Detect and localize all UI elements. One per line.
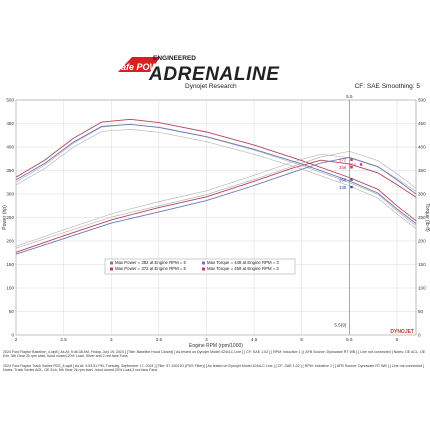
- dyno-title: Dynojet Research: [185, 83, 237, 90]
- legend-swatch: [110, 261, 113, 265]
- y-tick-left: 200: [6, 239, 14, 244]
- y-tick-left: 150: [6, 262, 14, 267]
- y-tick-left: 250: [6, 215, 14, 220]
- series-line-power-0: [15, 159, 417, 253]
- value-annotation: 338: [339, 185, 347, 190]
- adrenaline-text: ADRENALINE: [148, 64, 280, 82]
- x-tick: 4.5: [251, 337, 258, 342]
- y-tick-right: 400: [418, 145, 426, 150]
- value-annotation: 356: [339, 177, 347, 182]
- legend-entry: Max Power = 372 at Engine RPM = 5: [115, 266, 187, 271]
- afe-adrenaline-logo: afe POWER ENGINEERED ADRENALINE: [118, 55, 280, 82]
- y-tick-left: 350: [6, 168, 14, 173]
- legend-entry: Max Torque = 448 at Engine RPM = 3: [207, 260, 279, 265]
- legend-swatch: [110, 267, 113, 271]
- series-line-power-2: [15, 156, 417, 255]
- y-tick-right: 300: [418, 192, 426, 197]
- y-tick-right: 100: [418, 286, 426, 291]
- series-line-torque-1: [15, 118, 417, 222]
- y-tick-right: 0: [418, 333, 421, 338]
- y-tick-right: 200: [418, 239, 426, 244]
- engineered-text: ENGINEERED: [153, 55, 196, 62]
- y-tick-left: 50: [9, 309, 15, 314]
- value-annotation: 354: [349, 162, 357, 167]
- series-raw-line: [15, 129, 417, 229]
- afe-power-badge: afe POWER: [118, 57, 171, 72]
- x-tick: 3.5: [156, 337, 163, 342]
- x-tick: 4: [205, 337, 208, 342]
- y-tick-right: 150: [418, 262, 426, 267]
- x-tick: 2.5: [60, 337, 67, 342]
- y-tick-right: 500: [418, 98, 426, 103]
- value-marker: [350, 166, 353, 169]
- value-annotation: 356: [339, 165, 347, 170]
- value-marker: [350, 185, 353, 189]
- x-axis-label: Engine RPM (rpm/1000): [189, 343, 243, 349]
- value-annotation: 372: [339, 158, 347, 163]
- y-tick-left: 300: [6, 192, 14, 197]
- legend-box: [104, 258, 296, 275]
- value-marker: [350, 158, 353, 161]
- y-axis-label-left: Power (hp): [2, 205, 8, 230]
- y-tick-right: 50: [418, 309, 424, 314]
- x-tick: 3: [110, 337, 113, 342]
- y-tick-right: 250: [418, 215, 426, 220]
- series-line-torque-3: [15, 123, 417, 224]
- legend-swatch: [202, 267, 205, 271]
- x-tick: 6: [396, 337, 399, 342]
- rpm-cursor-readout: 5.5(9): [334, 323, 346, 328]
- y-tick-left: 100: [6, 286, 14, 291]
- correction-factor-label: CF: SAE Smoothing: 5: [354, 83, 420, 90]
- y-tick-left: 0: [11, 333, 14, 338]
- y-tick-left: 500: [6, 98, 14, 103]
- series-raw-line: [15, 150, 417, 249]
- y-axis-label-right: Torque (lb-ft): [424, 203, 430, 232]
- value-marker: [350, 178, 353, 181]
- dyno-chart: 0 0 50 50 100 100 150 150 200 200 250 250 300 300 350 3…: [2, 94, 430, 349]
- footer-run-2: 2024 Ford Raptor Track Series PDS_4.wp8 …: [3, 364, 425, 373]
- y-tick-right: 350: [418, 168, 426, 173]
- x-tick: 2: [15, 337, 18, 342]
- legend-swatch: [202, 261, 205, 265]
- rpm-cursor-label: 5.5: [346, 94, 353, 99]
- legend-entry: Max Torque = 459 at Engine RPM = 3: [207, 266, 279, 271]
- legend-entry: Max Power = 382 at Engine RPM = 5: [115, 260, 187, 265]
- x-tick: 5.5: [346, 337, 353, 342]
- y-tick-right: 450: [418, 121, 426, 126]
- dynojet-mark: DYNOJET: [390, 329, 414, 335]
- value-marker: [359, 163, 363, 166]
- y-tick-left: 450: [6, 121, 14, 126]
- afe-power-text: afe POWER: [121, 62, 171, 72]
- y-tick-left: 400: [6, 145, 14, 150]
- x-tick: 5: [300, 337, 303, 342]
- footer-run-1: 2024 Ford Raptor Baseline_4.wp8 [ As At:…: [3, 350, 426, 359]
